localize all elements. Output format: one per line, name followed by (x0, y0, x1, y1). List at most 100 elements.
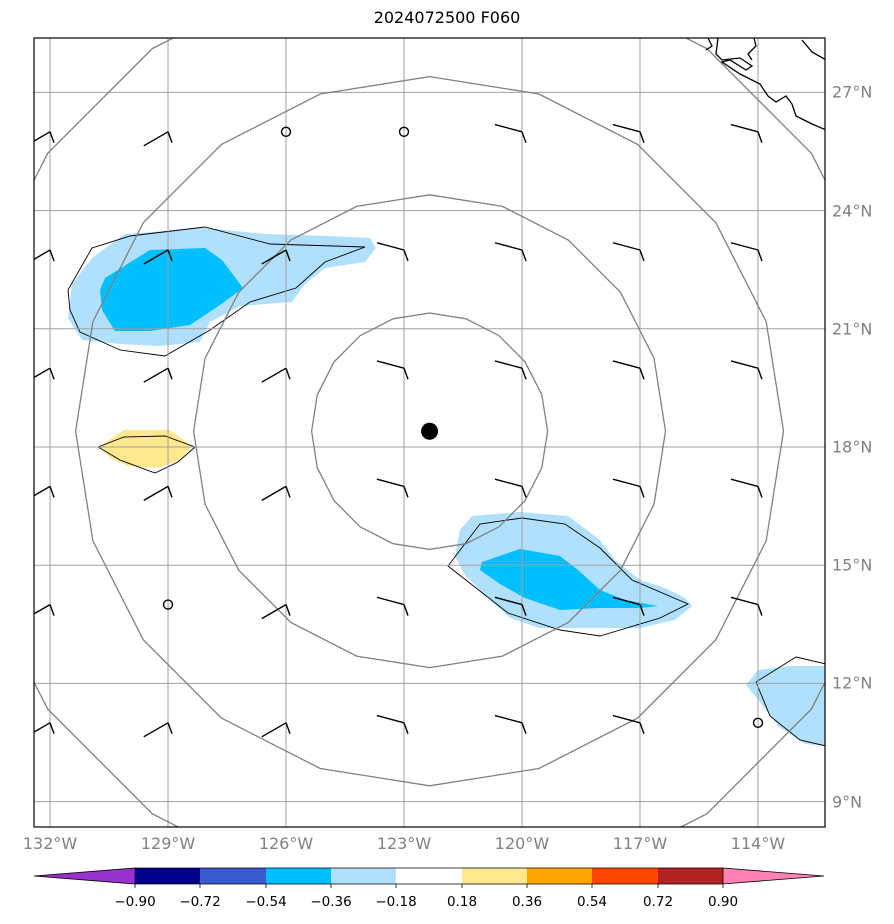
wind-barb (730, 123, 763, 144)
calm-wind-marker (752, 717, 764, 728)
coastline-north (747, 38, 757, 61)
wind-barb (494, 714, 527, 735)
colorbar-bin-2 (266, 868, 331, 884)
wind-barb (261, 367, 291, 383)
colorbar-bin-6 (527, 868, 592, 884)
range-rings (34, 38, 825, 827)
map-title: 2024072500 F060 (373, 8, 521, 27)
wind-barb (261, 485, 291, 502)
wind-barb (34, 603, 55, 616)
wind-barb (730, 596, 763, 616)
wind-barb (494, 242, 527, 262)
wind-barb (730, 360, 763, 380)
colorbar-tick-label: 0.18 (446, 894, 478, 910)
longitude-label: 129°W (140, 834, 196, 853)
negative-anomaly-east-edge (746, 666, 825, 746)
latitude-label: 27°N (832, 82, 873, 102)
wind-barb (143, 131, 173, 147)
colorbar-bin-4 (396, 868, 462, 884)
colorbar-tick-label: −0.36 (310, 894, 352, 910)
wind-barb (612, 360, 645, 380)
wind-barb (376, 714, 409, 735)
wind-barb (730, 478, 763, 498)
longitude-label: 132°W (22, 834, 78, 853)
longitude-label: 120°W (494, 834, 550, 853)
wind-barbs (34, 123, 764, 738)
wind-barb (730, 242, 763, 262)
wind-barb (261, 249, 291, 265)
wind-barb (376, 596, 409, 616)
map-frame (33, 37, 826, 828)
latitude-label: 15°N (832, 555, 873, 575)
latitude-label: 18°N (832, 437, 873, 457)
colorbar-tick-label: 0.72 (642, 894, 674, 910)
wind-barb (34, 367, 55, 380)
wind-barb (612, 123, 645, 144)
wind-barb (612, 478, 645, 498)
contour-outlines (67, 226, 825, 747)
wind-barb (261, 722, 291, 738)
filled-regions (68, 228, 825, 746)
colorbar-extend-min (33, 867, 136, 885)
longitude-label: 126°W (258, 834, 314, 853)
wind-barb (143, 722, 173, 738)
wind-barb (34, 722, 55, 735)
wind-barb (494, 123, 527, 144)
wind-barb (612, 596, 645, 616)
wind-barb (143, 367, 173, 383)
colorbar-bin-7 (592, 868, 658, 884)
storm-center-marker (421, 422, 439, 440)
colorbar-extend-max (722, 867, 825, 885)
colorbar-tick-label: 0.54 (576, 894, 608, 910)
colorbar-tick-label: 0.36 (511, 894, 543, 910)
coastline-mainland (715, 38, 825, 131)
wind-barb (143, 249, 173, 265)
contour-southeast (447, 517, 690, 637)
wind-barb (376, 478, 409, 498)
wind-barb (376, 242, 409, 262)
colorbar-bin-1 (200, 868, 266, 884)
colorbar-bin-3 (331, 868, 396, 884)
latitude-label: 24°N (832, 201, 873, 221)
wind-barb (494, 596, 527, 616)
colorbar-tick-label: −0.90 (114, 894, 156, 910)
colorbar-tick-label: −0.72 (179, 894, 221, 910)
latitude-label: 21°N (832, 319, 873, 339)
wind-barb (494, 478, 527, 498)
longitude-label: 123°W (376, 834, 432, 853)
colorbar-bin-8 (658, 868, 723, 884)
latitude-label: 12°N (832, 673, 873, 693)
colorbar-tick-label: −0.18 (375, 894, 417, 910)
wind-barb (376, 360, 409, 380)
latitude-label: 9°N (832, 792, 863, 812)
negative-anomaly-southeast-core (480, 549, 658, 610)
colorbar-bin-0 (135, 868, 200, 884)
colorbar-bin-5 (462, 868, 527, 884)
coastline-islet (705, 38, 713, 51)
wind-barb (612, 242, 645, 262)
positive-anomaly-west (100, 430, 192, 468)
calm-wind-marker (162, 599, 174, 610)
wind-barb (34, 249, 55, 262)
wind-barb (34, 131, 55, 144)
range-ring-3deg (310, 312, 549, 551)
wind-barb (34, 485, 55, 498)
coastline-ne (801, 39, 825, 61)
calm-wind-marker (280, 126, 292, 138)
wind-barb (143, 485, 173, 502)
longitude-label: 117°W (612, 834, 668, 853)
wind-barb (494, 360, 527, 380)
contour-east (755, 656, 825, 747)
colorbar-tick-label: 0.90 (707, 894, 739, 910)
longitude-label: 114°W (730, 834, 786, 853)
wind-barb (612, 714, 645, 735)
calm-wind-marker (398, 126, 410, 138)
contour-west (96, 435, 196, 474)
contour-northwest (67, 226, 366, 357)
wind-barb (261, 603, 291, 620)
colorbar (33, 867, 825, 888)
negative-anomaly-northwest-core (100, 248, 243, 331)
coastline (705, 38, 825, 131)
colorbar-tick-label: −0.54 (245, 894, 287, 910)
